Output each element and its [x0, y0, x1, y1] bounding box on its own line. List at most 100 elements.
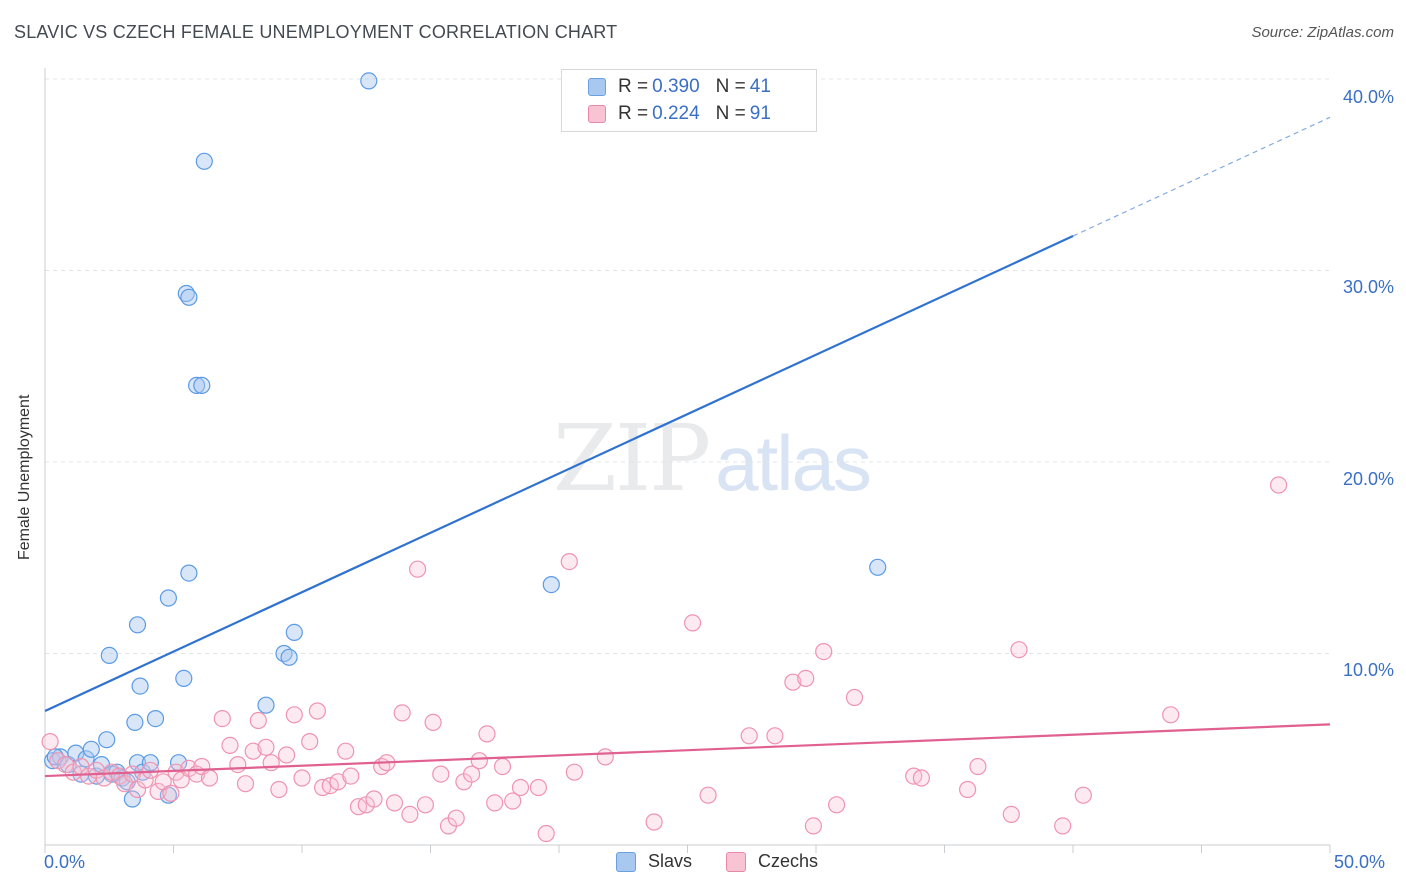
slavs-point-30 — [188, 376, 206, 394]
slavs-point-20 — [131, 677, 149, 695]
czechs-point-89 — [1162, 706, 1180, 724]
slavs-point-35 — [280, 648, 298, 666]
y-tick-label-30: 30.0% — [1342, 277, 1394, 297]
r-label: R = — [618, 103, 649, 124]
slavs-point-15 — [126, 713, 144, 732]
slavs-point-19 — [128, 616, 147, 634]
czechs-point-88 — [1074, 786, 1092, 804]
czechs-point-15 — [149, 782, 167, 801]
czechs-point-58 — [463, 765, 481, 783]
czechs-point-53 — [424, 713, 442, 732]
czechs-point-0 — [41, 732, 59, 751]
slavs-point-18 — [100, 646, 118, 665]
legend-item-czechs[interactable]: Czechs — [726, 851, 818, 872]
slavs-point-14 — [123, 790, 141, 808]
czechs-point-49 — [393, 704, 411, 722]
czechs-point-48 — [385, 794, 404, 812]
y-tick-label-10: 10.0% — [1342, 660, 1394, 680]
czechs-point-90 — [1269, 476, 1288, 494]
czechs-point-68 — [565, 763, 584, 781]
slavs-point-9 — [98, 731, 116, 749]
y-tick-label-20: 20.0% — [1342, 469, 1394, 489]
czechs-point-54 — [432, 765, 450, 783]
n-label: N = — [715, 103, 746, 124]
czechs-trend-line — [44, 723, 1331, 778]
czechs-point-56 — [447, 809, 465, 827]
czechs-point-63 — [504, 792, 522, 810]
r-value: 0.224 — [652, 103, 700, 124]
czechs-point-28 — [244, 742, 262, 760]
n-label: N = — [715, 76, 746, 97]
czechs-point-1 — [49, 752, 67, 770]
czechs-point-34 — [285, 706, 303, 724]
czechs-point-84 — [969, 757, 987, 776]
czechs-point-32 — [270, 780, 288, 799]
slavs-trend-line — [44, 235, 1074, 712]
n-value: 91 — [749, 103, 771, 124]
slavs-point-36 — [285, 623, 303, 642]
czechs-point-37 — [308, 702, 326, 720]
n-value: 41 — [749, 76, 771, 97]
slavs-trend-extension — [1072, 116, 1331, 237]
watermark-zip: ZIP — [553, 405, 711, 512]
czechs-legend-label: Czechs — [758, 851, 819, 871]
czechs-point-74 — [766, 727, 784, 745]
czechs-point-61 — [486, 794, 504, 812]
czechs-point-45 — [365, 790, 383, 808]
source-label: Source: ZipAtlas.com — [1251, 24, 1394, 41]
czechs-point-33 — [278, 746, 296, 764]
czechs-point-42 — [342, 767, 360, 785]
czechs-point-25 — [221, 736, 239, 755]
czechs-point-67 — [560, 552, 578, 571]
czechs-point-60 — [478, 725, 496, 743]
czechs-point-83 — [958, 780, 977, 799]
czechs-point-35 — [293, 769, 311, 787]
czechs-point-82 — [912, 769, 931, 787]
legend-item-slavs[interactable]: Slavs — [616, 851, 692, 872]
czechs-point-52 — [416, 796, 434, 814]
series-legend: Slavs Czechs — [0, 851, 1406, 877]
czechs-point-59 — [470, 752, 488, 770]
legend-row-slavs: R = 0.390 N = 41 — [588, 76, 787, 98]
correlation-legend: R = 0.390 N = 41 R = 0.224 N = 91 — [561, 69, 817, 132]
czechs-point-14 — [141, 761, 159, 779]
czechs-point-87 — [1054, 817, 1072, 835]
slavs-point-24 — [159, 589, 177, 607]
czechs-point-65 — [529, 778, 548, 797]
slavs-point-27 — [180, 564, 198, 582]
czechs-point-23 — [200, 769, 219, 787]
chart-title: SLAVIC VS CZECH FEMALE UNEMPLOYMENT CORR… — [14, 22, 618, 42]
slavs-point-37 — [360, 72, 378, 90]
czechs-point-79 — [827, 796, 846, 814]
czechs-point-62 — [493, 757, 512, 776]
czechs-point-77 — [804, 817, 823, 835]
czechs-point-31 — [262, 754, 280, 772]
slavs-point-39 — [869, 558, 887, 576]
czechs-point-51 — [409, 560, 427, 578]
czechs-point-71 — [683, 614, 702, 632]
czechs-point-70 — [645, 813, 663, 831]
czechs-point-86 — [1010, 641, 1028, 659]
czechs-point-75 — [784, 673, 802, 691]
y-tick-label-40: 40.0% — [1342, 87, 1394, 107]
czechs-point-24 — [213, 709, 231, 728]
czechs-point-17 — [162, 784, 180, 802]
czechs-point-69 — [596, 748, 614, 766]
czechs-point-27 — [236, 775, 255, 793]
czechs-point-72 — [699, 786, 717, 804]
r-value: 0.390 — [652, 76, 700, 97]
slavs-legend-label: Slavs — [648, 851, 693, 871]
slavs-point-26 — [175, 669, 193, 688]
czechs-point-30 — [257, 738, 275, 756]
czechs-point-36 — [301, 732, 319, 751]
czechs-point-66 — [537, 824, 555, 843]
czechs-point-85 — [1002, 805, 1020, 824]
legend-row-czechs: R = 0.224 N = 91 — [588, 103, 787, 125]
zipatlas-watermark: ZIPatlas — [553, 405, 872, 512]
czechs-swatch — [588, 105, 606, 123]
slavs-point-32 — [195, 152, 213, 170]
slavs-point-38 — [542, 575, 560, 594]
czechs-point-64 — [511, 778, 530, 797]
czechs-point-78 — [815, 642, 833, 661]
